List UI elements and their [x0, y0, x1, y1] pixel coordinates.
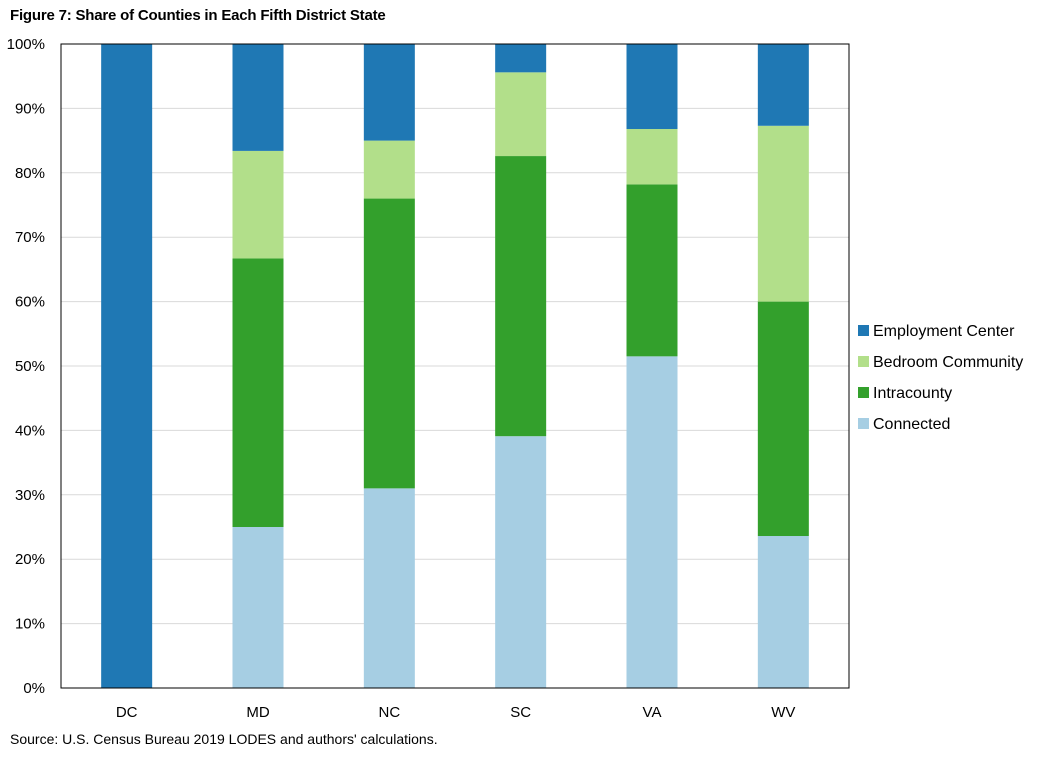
- x-tick-label: DC: [116, 704, 138, 721]
- legend-label: Connected: [873, 416, 950, 433]
- bar-va-employment-center: [626, 44, 678, 130]
- y-tick-label: 100%: [7, 36, 45, 53]
- legend-label: Intracounty: [873, 385, 952, 402]
- x-tick-label: MD: [246, 704, 269, 721]
- bar-nc-connected: [363, 488, 415, 688]
- y-tick-label: 80%: [15, 165, 45, 182]
- chart-title: Figure 7: Share of Counties in Each Fift…: [10, 7, 386, 24]
- bar-va-connected: [626, 356, 678, 688]
- plot-frame: [60, 43, 850, 689]
- bar-md-bedroom-community: [232, 150, 284, 259]
- x-axis: DC MD NC SC VA WV: [116, 704, 796, 721]
- bar-nc-bedroom-community: [363, 140, 415, 199]
- bar-md-connected: [232, 527, 284, 688]
- bar-sc-intracounty: [495, 156, 547, 437]
- bar-dc-employment-center: [101, 44, 153, 688]
- y-tick-label: 10%: [15, 616, 45, 633]
- y-tick-label: 40%: [15, 422, 45, 439]
- bar-wv-bedroom-community: [757, 125, 809, 302]
- legend-swatch: [858, 356, 869, 367]
- source-note: Source: U.S. Census Bureau 2019 LODES an…: [10, 731, 438, 747]
- legend-label: Employment Center: [873, 323, 1015, 340]
- bar-md-intracounty: [232, 258, 284, 527]
- x-tick-label: SC: [510, 704, 531, 721]
- bar-sc-employment-center: [495, 44, 547, 73]
- y-tick-label: 50%: [15, 358, 45, 375]
- y-tick-label: 30%: [15, 487, 45, 504]
- legend-swatch: [858, 325, 869, 336]
- bar-nc-employment-center: [363, 44, 415, 141]
- bar-md-employment-center: [232, 44, 284, 151]
- x-tick-label: WV: [771, 704, 795, 721]
- bar-wv-employment-center: [757, 44, 809, 126]
- bars: [101, 44, 809, 688]
- y-tick-label: 20%: [15, 551, 45, 568]
- y-tick-label: 90%: [15, 100, 45, 117]
- bar-va-bedroom-community: [626, 129, 678, 185]
- y-axis: 0% 10% 20% 30% 40% 50% 60% 70% 80% 90% 100%: [7, 36, 45, 697]
- y-tick-label: 70%: [15, 229, 45, 246]
- x-tick-label: VA: [643, 704, 662, 721]
- bar-wv-intracounty: [757, 301, 809, 537]
- bar-sc-bedroom-community: [495, 72, 547, 157]
- x-tick-label: NC: [378, 704, 400, 721]
- legend-label: Bedroom Community: [873, 354, 1023, 371]
- bar-va-intracounty: [626, 184, 678, 357]
- legend-swatch: [858, 418, 869, 429]
- bar-sc-connected: [495, 436, 547, 688]
- y-tick-label: 0%: [23, 680, 45, 697]
- y-tick-label: 60%: [15, 294, 45, 311]
- bar-nc-intracounty: [363, 198, 415, 489]
- bar-wv-connected: [757, 536, 809, 688]
- legend-swatch: [858, 387, 869, 398]
- legend: Employment Center Bedroom Community Intrac…: [858, 323, 1023, 433]
- gridlines: [61, 107, 849, 625]
